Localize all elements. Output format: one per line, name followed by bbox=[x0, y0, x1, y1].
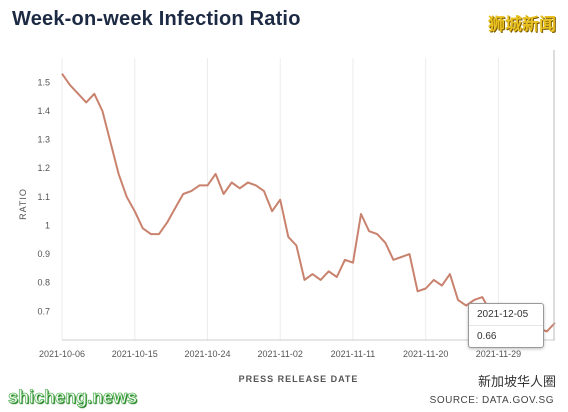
chart-title: Week-on-week Infection Ratio bbox=[12, 8, 301, 30]
y-tick-label: 0.9 bbox=[37, 249, 50, 259]
y-tick-label: 1.5 bbox=[37, 77, 50, 87]
y-tick-label: 0.8 bbox=[37, 278, 50, 288]
data-source: SOURCE: DATA.GOV.SG bbox=[429, 395, 554, 406]
brand-logo: 狮城新闻 bbox=[488, 15, 556, 34]
site-watermark: shicheng.news bbox=[8, 387, 138, 408]
tooltip-date: 2021-12-05 bbox=[477, 309, 529, 320]
series-line bbox=[61, 73, 556, 333]
x-tick-label: 2021-11-20 bbox=[403, 349, 448, 359]
x-tick-label: 2021-11-02 bbox=[258, 349, 303, 359]
y-tick-label: 1.3 bbox=[37, 135, 50, 145]
y-tick-label: 0.7 bbox=[37, 306, 50, 316]
y-tick-label: 1.4 bbox=[37, 106, 50, 116]
x-tick-label: 2021-11-29 bbox=[476, 349, 521, 359]
x-tick-label: 2021-10-24 bbox=[184, 349, 230, 359]
y-axis-label: RATIO bbox=[18, 188, 28, 220]
x-tick-label: 2021-10-15 bbox=[112, 349, 158, 359]
x-axis-label: PRESS RELEASE DATE bbox=[239, 374, 359, 384]
y-tick-label: 1.1 bbox=[37, 192, 50, 202]
wechat-watermark: 新加坡华人圈 bbox=[475, 371, 558, 390]
y-tick-label: 1.2 bbox=[37, 163, 50, 173]
data-tooltip: 2021-12-05 0.66 bbox=[468, 303, 544, 348]
tooltip-value: 0.66 bbox=[469, 325, 543, 347]
y-tick-label: 1 bbox=[45, 220, 50, 230]
x-tick-label: 2021-11-11 bbox=[331, 349, 376, 359]
x-tick-label: 2021-10-06 bbox=[39, 349, 85, 359]
